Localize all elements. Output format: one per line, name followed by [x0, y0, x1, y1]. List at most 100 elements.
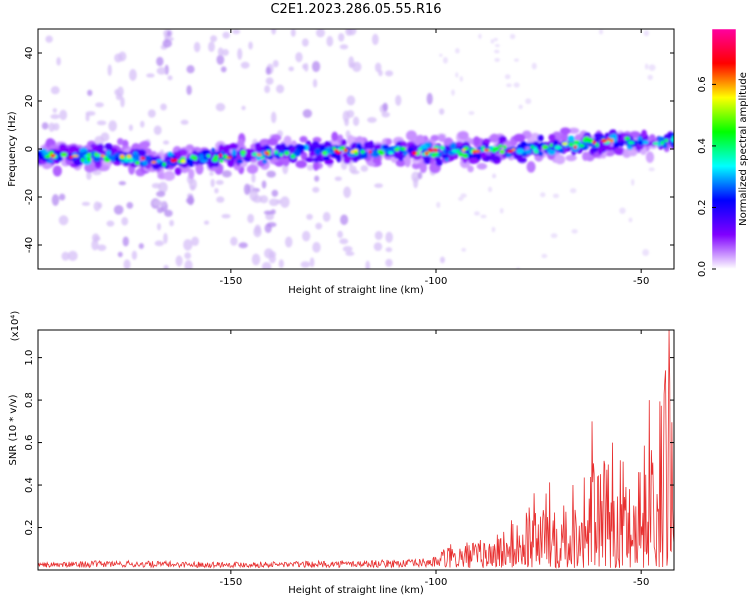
spectral-blob: [549, 143, 553, 148]
background-speckle: [461, 247, 467, 252]
spectral-blob: [97, 143, 105, 152]
spectral-blob: [335, 151, 341, 155]
spectral-blob: [543, 145, 549, 149]
background-speckle: [237, 48, 243, 60]
spectral-blob: [142, 159, 148, 166]
spectral-blob: [418, 147, 423, 152]
spectral-blob: [262, 159, 268, 164]
spectral-blob: [372, 156, 381, 164]
background-speckle: [208, 41, 215, 53]
spectral-blob: [340, 139, 347, 146]
spectral-blob: [663, 138, 669, 143]
spectral-blob: [456, 149, 461, 154]
background-speckle: [128, 124, 133, 131]
background-speckle: [221, 214, 231, 219]
background-speckle: [385, 70, 394, 77]
y-tick-label: 40: [24, 47, 35, 60]
background-speckle: [339, 44, 349, 50]
background-speckle: [265, 66, 272, 75]
spectral-blob: [198, 153, 204, 161]
spectral-blob: [506, 152, 512, 158]
background-speckle: [411, 171, 420, 183]
spectral-blob: [188, 168, 195, 180]
background-speckle: [175, 255, 183, 267]
spectral-blob: [186, 159, 194, 165]
background-speckle: [254, 224, 261, 234]
spectral-blob: [411, 151, 418, 156]
background-speckle: [184, 252, 192, 260]
spectral-blob: [641, 129, 647, 138]
spectral-blob: [231, 149, 237, 156]
background-speckle: [183, 239, 193, 251]
spectral-blob: [173, 158, 178, 162]
spectral-blob: [167, 151, 174, 157]
colorbar-tick-label: 0.4: [697, 138, 708, 154]
background-speckle: [439, 53, 443, 57]
background-speckle: [193, 41, 201, 53]
spectral-blob: [388, 150, 394, 155]
spectral-blob: [507, 149, 514, 153]
background-speckle: [156, 56, 164, 67]
background-speckle: [342, 245, 353, 252]
spectral-blob: [537, 134, 544, 142]
chart-title: C2E1.2023.286.05.55.R16: [270, 2, 442, 17]
background-speckle: [525, 98, 532, 105]
snr-panel: -150 -100 -50 0.2 0.4 0.6 0.8 1.0 Height of str…: [8, 311, 675, 596]
spectral-blob: [573, 142, 578, 147]
spectrogram-blobs: [38, 29, 674, 269]
background-speckle: [487, 186, 493, 193]
spectral-blob: [491, 148, 497, 153]
background-speckle: [599, 29, 604, 35]
spectral-blob: [284, 150, 290, 156]
background-speckle: [642, 249, 650, 256]
background-speckle: [381, 111, 390, 118]
spectral-blob: [503, 144, 507, 150]
spectral-blob: [134, 160, 140, 165]
background-speckle: [644, 63, 649, 70]
background-speckle: [203, 220, 210, 225]
spectral-blob: [140, 140, 151, 149]
background-speckle: [217, 47, 224, 57]
spectral-blob: [595, 142, 599, 147]
spectral-blob: [132, 154, 140, 160]
background-speckle: [272, 60, 279, 68]
background-speckle: [352, 116, 360, 127]
background-speckle: [146, 73, 155, 78]
y-tick-label: 0.4: [24, 477, 35, 493]
spectral-blob: [378, 151, 385, 156]
background-speckle: [261, 261, 272, 269]
background-speckle: [166, 30, 172, 37]
colorbar-tick-label: 0.2: [697, 200, 708, 216]
background-speckle: [126, 201, 134, 209]
spectral-blob: [126, 154, 132, 159]
background-speckle: [163, 232, 168, 244]
spectral-blob: [427, 148, 434, 153]
spectral-blob: [163, 170, 176, 181]
background-speckle: [156, 191, 166, 197]
background-speckle: [220, 66, 227, 73]
spectrogram-y-label: Frequency (Hz): [7, 111, 18, 187]
spectral-blob: [432, 148, 438, 152]
background-speckle: [191, 236, 199, 246]
background-speckle: [541, 253, 548, 259]
colorbar: 0.0 0.2 0.4 0.6 Normalized spectral amplitu…: [697, 28, 749, 277]
background-speckle: [322, 211, 331, 222]
spectral-blob: [38, 150, 43, 157]
spectral-blob: [404, 155, 412, 168]
spectral-blob: [604, 145, 614, 151]
spectral-blob: [419, 161, 427, 174]
spectral-blob: [615, 133, 622, 140]
background-speckle: [263, 210, 273, 215]
background-speckle: [86, 170, 92, 180]
background-speckle: [345, 251, 355, 256]
spectral-blob: [44, 154, 51, 159]
background-speckle: [118, 51, 127, 62]
colorbar-tick-label: 0.6: [697, 76, 708, 92]
y-tick-label: -40: [24, 237, 35, 253]
spectral-blob: [119, 154, 125, 159]
spectral-blob: [431, 152, 436, 158]
background-speckle: [280, 196, 290, 208]
spectral-blob: [609, 138, 614, 143]
spectral-blob: [660, 140, 665, 145]
spectral-blob: [360, 149, 365, 154]
